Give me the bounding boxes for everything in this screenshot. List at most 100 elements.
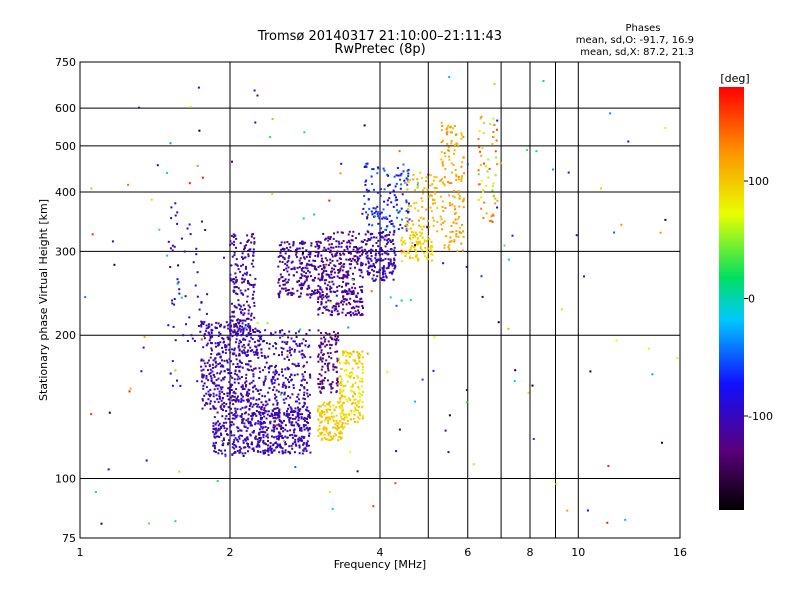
- echo-point: [221, 359, 223, 362]
- echo-point: [387, 258, 390, 261]
- echo-point: [218, 392, 221, 395]
- echo-point: [234, 392, 237, 395]
- echo-point: [211, 349, 213, 352]
- echo-point: [300, 267, 303, 270]
- echo-point: [306, 421, 308, 424]
- echo-point: [300, 292, 302, 295]
- echo-point: [318, 386, 321, 389]
- echo-point: [285, 246, 288, 249]
- echo-point: [317, 308, 320, 311]
- echo-point: [273, 436, 276, 439]
- echo-point: [249, 365, 252, 368]
- echo-point: [430, 174, 433, 177]
- echo-point: [213, 375, 216, 378]
- echo-point: [327, 417, 330, 420]
- echo-point: [462, 156, 465, 159]
- echo-point: [308, 286, 311, 289]
- echo-point: [409, 257, 411, 260]
- echo-point: [344, 274, 347, 277]
- echo-point: [247, 422, 250, 425]
- echo-point: [232, 233, 235, 236]
- echo-point: [293, 348, 296, 351]
- echo-point: [285, 343, 288, 345]
- echo-point: [223, 393, 226, 395]
- echo-point: [298, 389, 301, 392]
- echo-point: [324, 427, 327, 430]
- echo-point: [215, 345, 217, 348]
- echo-point: [478, 146, 481, 149]
- echo-point: [389, 260, 392, 263]
- x-tick-label: 8: [527, 546, 534, 559]
- echo-point: [253, 301, 256, 304]
- echo-point: [325, 430, 328, 433]
- echo-point: [355, 246, 358, 248]
- echo-point: [296, 422, 299, 425]
- echo-point: [342, 395, 345, 398]
- echo-point: [225, 410, 228, 412]
- echo-point: [394, 199, 397, 202]
- echo-point: [337, 427, 340, 430]
- echo-point: [373, 236, 375, 239]
- echo-point: [242, 293, 245, 296]
- echo-point: [262, 426, 265, 429]
- echo-point: [210, 377, 213, 380]
- echo-point: [323, 246, 326, 249]
- echo-point: [214, 407, 217, 410]
- echo-point: [318, 308, 321, 311]
- echo-point: [305, 443, 308, 446]
- echo-point: [239, 308, 242, 311]
- echo-point: [331, 270, 334, 273]
- echo-point: [281, 353, 284, 356]
- echo-point: [360, 264, 363, 267]
- echo-point: [253, 290, 255, 293]
- echo-point: [229, 402, 232, 405]
- echo-point: [422, 189, 424, 192]
- echo-point: [348, 301, 350, 304]
- echo-point: [198, 308, 201, 311]
- echo-point: [209, 341, 212, 344]
- echo-point: [241, 452, 244, 455]
- echo-point: [306, 262, 309, 265]
- echo-point: [246, 398, 249, 401]
- echo-point: [286, 356, 289, 358]
- echo-point: [257, 344, 260, 347]
- echo-point: [296, 266, 299, 269]
- echo-point: [676, 357, 679, 360]
- echo-point: [335, 337, 338, 340]
- echo-point: [205, 327, 208, 330]
- echo-point: [232, 280, 235, 283]
- echo-point: [203, 404, 206, 407]
- echo-point: [246, 436, 249, 439]
- echo-point: [283, 279, 286, 282]
- echo-point: [314, 289, 316, 292]
- echo-point: [567, 171, 570, 174]
- echo-point: [345, 398, 348, 401]
- echo-point: [239, 408, 242, 411]
- echo-point: [334, 291, 337, 294]
- echo-point: [351, 383, 354, 386]
- echo-point: [224, 453, 227, 456]
- y-tick-label: 750: [55, 56, 76, 69]
- echo-point: [379, 239, 382, 242]
- echo-point: [177, 264, 180, 267]
- echo-point: [351, 372, 354, 375]
- echo-point: [285, 281, 288, 284]
- echo-point: [279, 443, 281, 446]
- echo-point: [192, 261, 195, 264]
- echo-point: [217, 424, 220, 427]
- echo-point: [338, 242, 341, 245]
- echo-point: [307, 263, 310, 266]
- echo-point: [360, 240, 363, 243]
- echo-point: [382, 259, 385, 262]
- y-axis-label: Stationary phase Virtual Height [km]: [37, 199, 50, 401]
- echo-point: [427, 219, 430, 222]
- echo-point: [280, 254, 283, 257]
- echo-point: [252, 447, 255, 450]
- echo-point: [321, 298, 324, 301]
- echo-point: [261, 411, 264, 414]
- echo-point: [231, 443, 234, 445]
- echo-point: [245, 363, 247, 366]
- echo-point: [239, 365, 242, 368]
- echo-point: [249, 360, 252, 362]
